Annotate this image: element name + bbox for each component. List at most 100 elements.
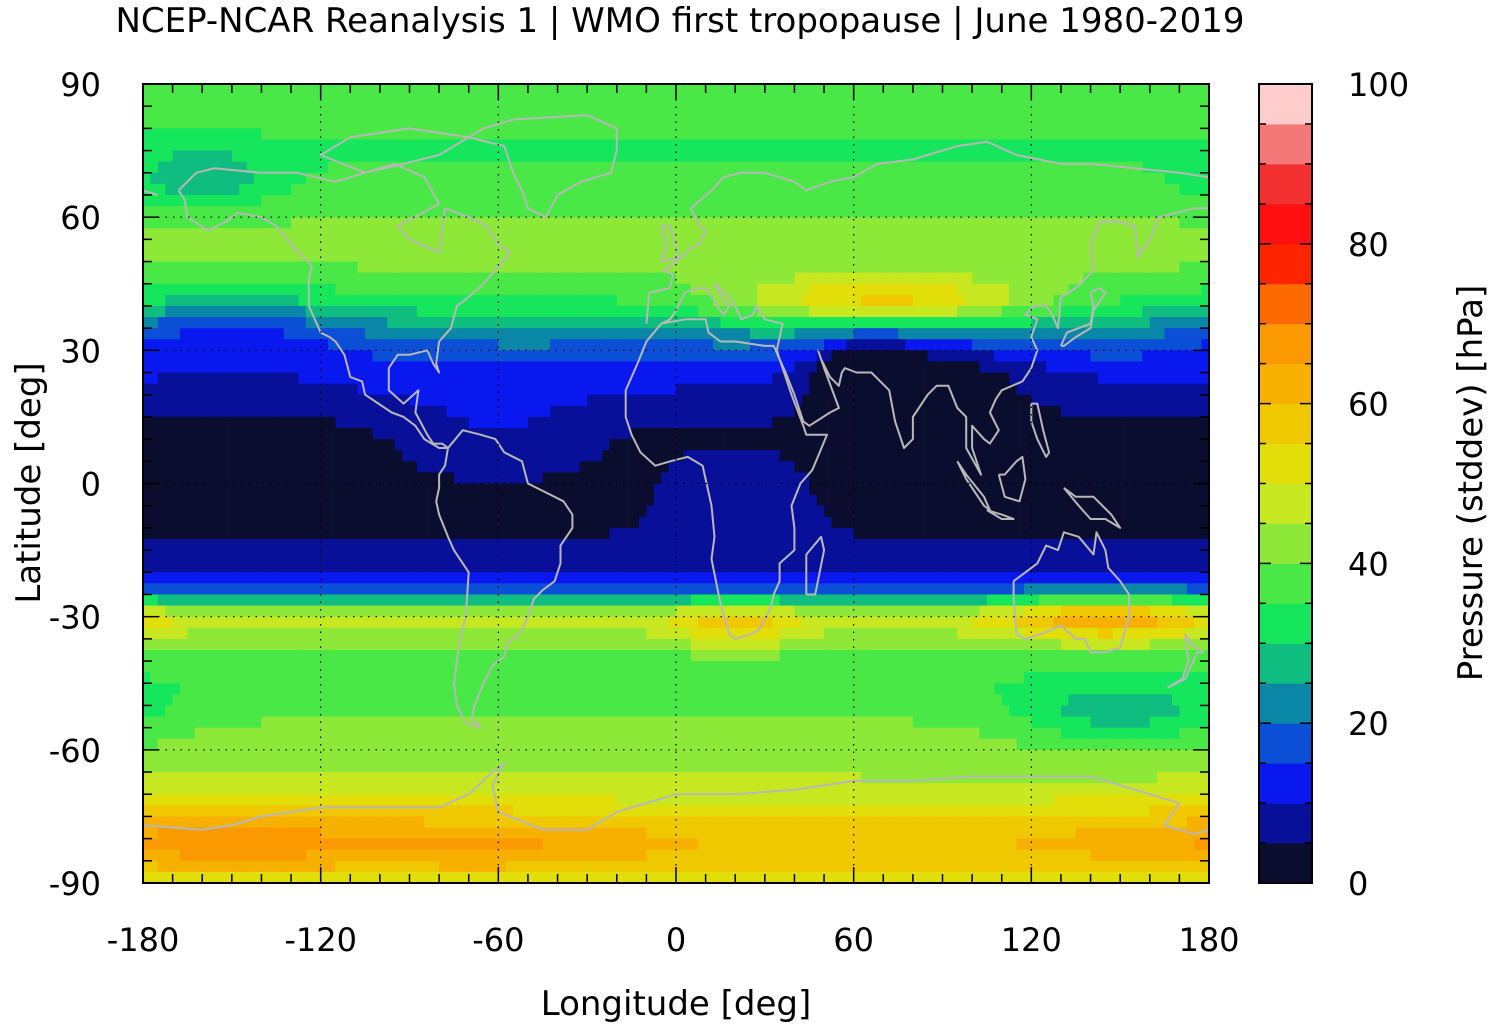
heatmap-cell: [468, 194, 477, 207]
heatmap-cell: [838, 428, 847, 440]
heatmap-cell: [942, 239, 951, 252]
heatmap-cell: [254, 317, 263, 329]
heatmap-cell: [1038, 139, 1047, 152]
heatmap-cell: [1186, 394, 1195, 407]
heatmap-cell: [350, 450, 359, 462]
heatmap-cell: [254, 383, 263, 396]
heatmap-cell: [587, 394, 596, 407]
heatmap-cell: [587, 317, 596, 329]
heatmap-cell: [276, 139, 285, 152]
heatmap-cell: [964, 161, 973, 174]
heatmap-cell: [453, 294, 462, 307]
heatmap-cell: [217, 328, 226, 340]
heatmap-cell: [1031, 139, 1040, 152]
heatmap-cell: [735, 217, 744, 229]
heatmap-cell: [801, 461, 810, 474]
heatmap-cell: [1142, 405, 1151, 418]
heatmap-cell: [846, 350, 855, 363]
heatmap-cell: [402, 405, 411, 418]
heatmap-cell: [750, 217, 759, 229]
heatmap-cell: [564, 272, 573, 285]
heatmap-cell: [439, 350, 448, 363]
heatmap-cell: [157, 183, 166, 196]
heatmap-cell: [742, 305, 751, 318]
heatmap-cell: [846, 461, 855, 474]
heatmap-cell: [742, 139, 751, 152]
heatmap-cell: [483, 294, 492, 307]
heatmap-cell: [143, 283, 151, 296]
heatmap-cell: [1038, 117, 1047, 129]
heatmap-cell: [224, 95, 233, 107]
heatmap-cell: [1031, 106, 1040, 118]
heatmap-cell: [254, 250, 263, 263]
heatmap-cell: [690, 428, 699, 440]
heatmap-cell: [1060, 450, 1069, 462]
heatmap-cell: [1179, 250, 1188, 263]
heatmap-cell: [483, 239, 492, 252]
heatmap-cell: [143, 95, 151, 107]
heatmap-cell: [498, 183, 507, 196]
heatmap-cell: [1186, 139, 1195, 152]
heatmap-cell: [801, 161, 810, 174]
heatmap-cell: [653, 206, 662, 218]
heatmap-cell: [994, 84, 1003, 96]
heatmap-cell: [824, 339, 833, 351]
heatmap-cell: [1171, 172, 1180, 185]
heatmap-cell: [202, 161, 211, 174]
heatmap-cell: [838, 161, 847, 174]
heatmap-cell: [713, 339, 722, 351]
heatmap-cell: [579, 206, 588, 218]
heatmap-cell: [1090, 361, 1099, 374]
heatmap-cell: [1023, 106, 1032, 118]
heatmap-cell: [387, 217, 396, 229]
heatmap-cell: [1038, 372, 1047, 385]
heatmap-cell: [379, 150, 388, 163]
heatmap-cell: [1127, 261, 1136, 274]
heatmap-cell: [1090, 328, 1099, 340]
heatmap-cell: [1194, 372, 1203, 385]
heatmap-cell: [276, 228, 285, 240]
heatmap-cell: [698, 239, 707, 252]
heatmap-cell: [1171, 217, 1180, 229]
heatmap-cell: [143, 161, 151, 174]
heatmap-cell: [513, 461, 522, 474]
heatmap-cell: [587, 428, 596, 440]
heatmap-cell: [1186, 161, 1195, 174]
chart-title: NCEP-NCAR Reanalysis 1 | WMO first tropo…: [115, 1, 1244, 41]
heatmap-cell: [320, 350, 329, 363]
heatmap-cell: [787, 206, 796, 218]
heatmap-cell: [261, 428, 270, 440]
heatmap-cell: [187, 228, 196, 240]
heatmap-cell: [638, 117, 647, 129]
heatmap-cell: [172, 405, 181, 418]
heatmap-cell: [964, 261, 973, 274]
heatmap-cell: [254, 394, 263, 407]
heatmap-cell: [564, 150, 573, 163]
heatmap-cell: [372, 206, 381, 218]
heatmap-cell: [194, 106, 203, 118]
heatmap-cell: [535, 194, 544, 207]
heatmap-cell: [898, 394, 907, 407]
heatmap-cell: [453, 428, 462, 440]
heatmap-cell: [224, 294, 233, 307]
heatmap-cell: [824, 172, 833, 185]
heatmap-cell: [705, 405, 714, 418]
heatmap-cell: [143, 361, 151, 374]
heatmap-cell: [143, 305, 151, 318]
heatmap-cell: [231, 161, 240, 174]
heatmap-cell: [846, 383, 855, 396]
heatmap-cell: [513, 405, 522, 418]
heatmap-cell: [1053, 361, 1062, 374]
heatmap-cell: [194, 339, 203, 351]
heatmap-cell: [365, 117, 374, 129]
heatmap-cell: [1023, 439, 1032, 451]
heatmap-cell: [846, 139, 855, 152]
heatmap-cell: [217, 305, 226, 318]
heatmap-cell: [1164, 372, 1173, 385]
heatmap-cell: [461, 206, 470, 218]
heatmap-cell: [468, 317, 477, 329]
heatmap-cell: [468, 172, 477, 185]
heatmap-cell: [439, 416, 448, 429]
heatmap-cell: [453, 283, 462, 296]
heatmap-cell: [1046, 239, 1055, 252]
